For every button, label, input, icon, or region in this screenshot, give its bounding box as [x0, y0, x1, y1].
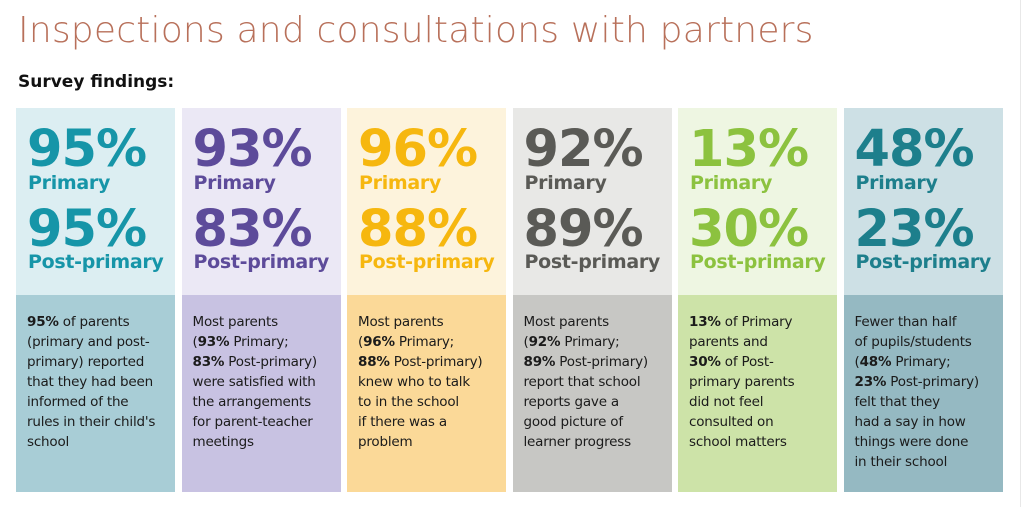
primary-percentage: 92% [523, 120, 644, 179]
card-stats-panel: 93% Primary 83% Post-primary [181, 108, 341, 295]
primary-label: Primary [193, 172, 276, 194]
card-stats-panel: 95% Primary 95% Post-primary [16, 108, 175, 295]
finding-description: Most parents (96% Primary; 88% Post-primar… [358, 314, 483, 450]
finding-card: 96% Primary 88% Post-primary Most parents (96… [347, 108, 506, 492]
finding-card: 92% Primary 89% Post-primary Most parents (92… [512, 108, 672, 492]
card-stats-panel: 13% Primary 30% Post-primary [678, 108, 837, 295]
finding-description: Most parents (93% Primary; 83% Post-primar… [192, 314, 318, 450]
card-description-panel: Most parents (93% Primary; 83% Post-primar… [181, 295, 341, 492]
card-stats-panel: 92% Primary 89% Post-primary [512, 108, 672, 295]
post-primary-percentage: 23% [854, 200, 975, 259]
primary-label: Primary [359, 172, 442, 194]
post-primary-label: Post-primary [193, 251, 330, 273]
page-title: Inspections and consultations with partn… [18, 10, 814, 51]
primary-label: Primary [855, 172, 938, 194]
card-description-panel: Fewer than half of pupils/students (48% Pr… [843, 295, 1003, 492]
primary-label: Primary [690, 172, 773, 194]
card-description-panel: 95% of parents (primary and post-primary)… [16, 295, 175, 492]
primary-label: Primary [28, 172, 111, 194]
primary-label: Primary [524, 172, 607, 194]
finding-card: 48% Primary 23% Post-primary Fewer than half… [843, 108, 1003, 492]
primary-percentage: 93% [192, 120, 313, 179]
primary-percentage: 95% [27, 120, 147, 179]
primary-percentage: 13% [689, 120, 809, 179]
card-description-panel: Most parents (96% Primary; 88% Post-primar… [347, 295, 506, 492]
post-primary-percentage: 89% [523, 200, 644, 259]
post-primary-percentage: 88% [358, 200, 478, 259]
finding-description: Most parents (92% Primary; 89% Post-primar… [523, 314, 649, 450]
post-primary-label: Post-primary [690, 251, 826, 273]
finding-card: 13% Primary 30% Post-primary 13% of Primary p… [678, 108, 837, 492]
card-description-panel: Most parents (92% Primary; 89% Post-primar… [512, 295, 672, 492]
post-primary-label: Post-primary [524, 251, 661, 273]
post-primary-label: Post-primary [359, 251, 495, 273]
post-primary-percentage: 83% [192, 200, 313, 259]
primary-percentage: 48% [854, 120, 975, 179]
post-primary-label: Post-primary [855, 251, 992, 273]
post-primary-percentage: 30% [689, 200, 809, 259]
finding-description: 13% of Primary parents and 30% of Post-pri… [689, 314, 795, 450]
card-description-panel: 13% of Primary parents and 30% of Post-pri… [678, 295, 837, 492]
post-primary-label: Post-primary [28, 251, 164, 273]
card-stats-panel: 96% Primary 88% Post-primary [347, 108, 506, 295]
finding-card: 95% Primary 95% Post-primary 95% of parents(… [16, 108, 175, 492]
finding-description: 95% of parents (primary and post-primary)… [27, 314, 156, 450]
finding-description: Fewer than half of pupils/students (48% Pr… [854, 314, 980, 470]
primary-percentage: 96% [358, 120, 478, 179]
card-stats-panel: 48% Primary 23% Post-primary [843, 108, 1003, 295]
section-subtitle: Survey findings: [18, 72, 175, 92]
post-primary-percentage: 95% [27, 200, 147, 259]
finding-card: 93% Primary 83% Post-primary Most parents (93… [181, 108, 341, 492]
